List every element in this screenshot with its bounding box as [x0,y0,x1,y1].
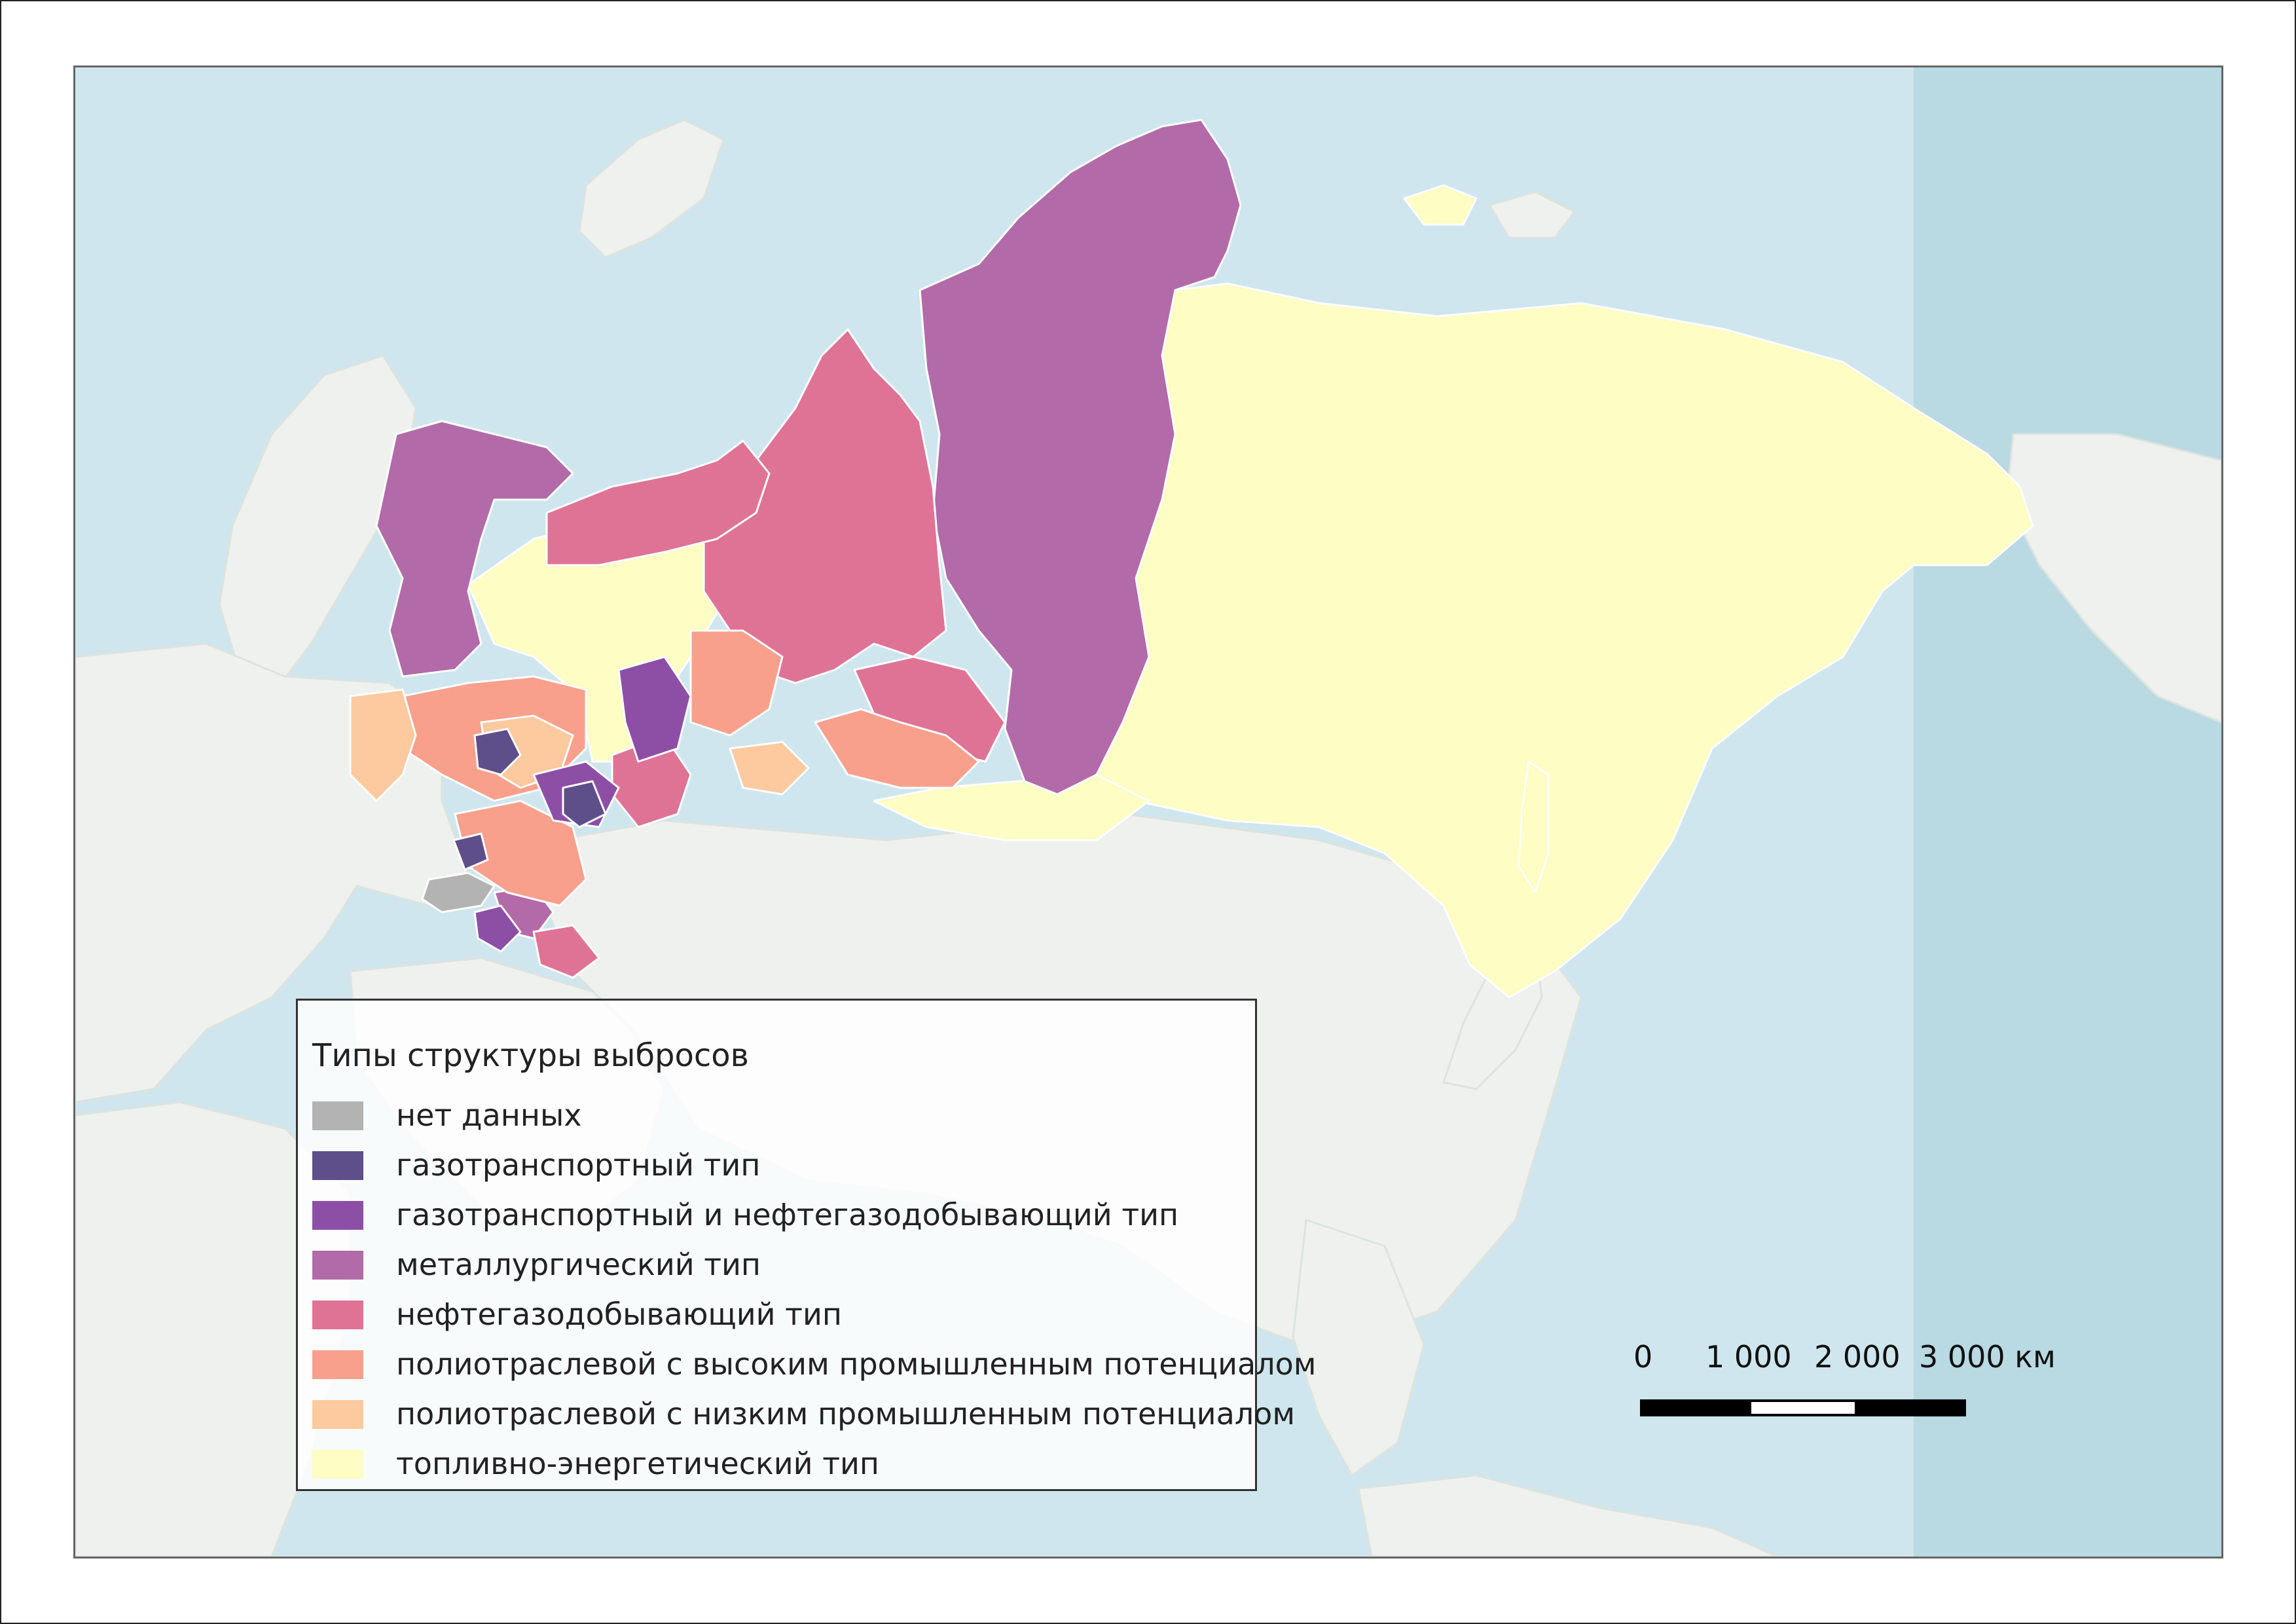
region-arctic-islands-yellow[interactable] [1403,184,1478,226]
region-caucasus-purple[interactable] [473,904,522,953]
pacific-shade [1914,67,2221,1557]
russia-regions [349,119,2034,999]
land-indochina [1292,1218,1425,1477]
legend-label: нет данных [396,1098,582,1133]
legend-label: газотранспортный и нефтегазодобывающий т… [396,1197,1179,1232]
land-arctic-islands [578,119,725,259]
legend-swatch [312,1251,363,1280]
region-south-orange[interactable] [454,800,587,907]
legend-swatch [312,1350,363,1379]
legend-title: Типы структуры выбросов [312,1037,749,1074]
legend-label: полиотраслевой с низким промышленным пот… [396,1396,1296,1431]
region-komi-purple[interactable] [617,655,692,763]
legend-label: металлургический тип [396,1247,761,1282]
region-sakhalin[interactable] [1518,760,1550,894]
region-south-oil[interactable] [532,924,600,979]
map-legend: Типы структуры выбросов нет данных газотр… [296,999,1316,1491]
legend-swatch [312,1400,363,1429]
region-gas-transport-3[interactable] [452,832,489,871]
scale-tick-label: 3 000 км [1919,1339,2056,1375]
region-tyumen[interactable] [689,629,784,737]
legend-swatch [312,1151,363,1180]
scale-tick-label: 2 000 [1814,1339,1901,1375]
legend-label: топливно-энергетический тип [396,1446,879,1481]
legend-swatch [312,1450,363,1479]
map-canvas[interactable] [75,67,2221,1557]
region-gas-transport-2[interactable] [562,780,607,828]
scale-tick-label: 1 000 [1705,1339,1792,1375]
legend-swatch [312,1201,363,1230]
region-altai-peach[interactable] [729,741,810,796]
region-nenets[interactable] [545,439,771,566]
region-gas-transport-1[interactable] [473,728,522,776]
region-no-data[interactable] [421,872,496,913]
legend-swatch [312,1101,363,1130]
legend-label: нефтегазодобывающий тип [396,1297,842,1332]
scale-segment [1640,1399,1749,1416]
scale-bar: 0 1 000 2 000 3 000 км [1633,1339,2056,1424]
land-indonesia [1357,1474,1778,1557]
region-siberia-south[interactable] [873,773,1150,841]
legend-label: полиотраслевой с высоким промышленным по… [396,1346,1317,1382]
region-novosibirsk-kemerovo[interactable] [814,708,980,789]
region-west-peach[interactable] [349,688,417,802]
legend-swatch [312,1301,363,1329]
region-murmansk-karelia[interactable] [375,420,574,678]
land-new-siberian-islands [1487,191,1576,239]
scale-segment [1857,1399,1966,1416]
region-krasnoyarsk[interactable] [919,119,1242,796]
legend-label: газотранспортный тип [396,1147,761,1183]
scale-segment [1749,1399,1857,1416]
scale-tick-label: 0 [1633,1339,1653,1375]
